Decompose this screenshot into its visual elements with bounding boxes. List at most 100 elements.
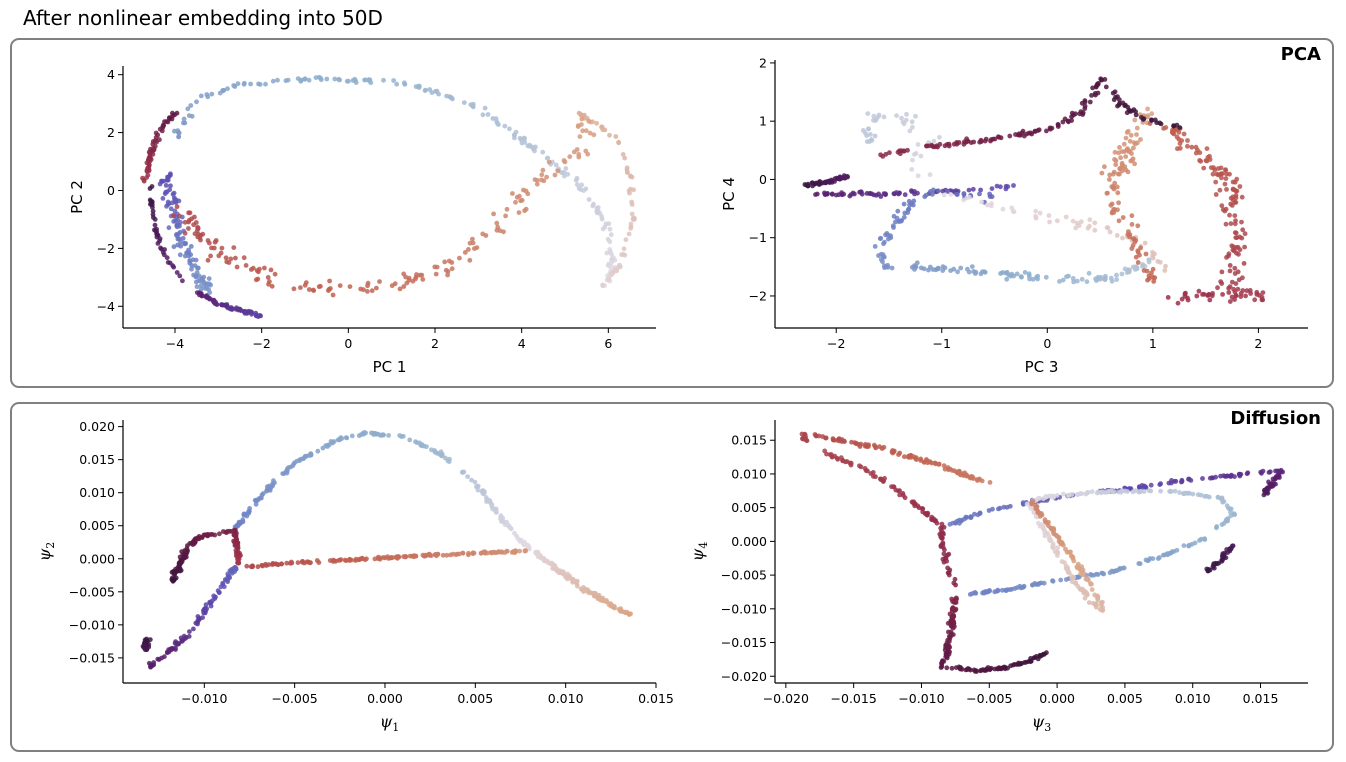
data-point: [1230, 179, 1236, 185]
data-point: [194, 228, 200, 233]
data-point: [1109, 184, 1115, 190]
data-point: [1068, 549, 1073, 555]
y-tick-label: 4: [107, 67, 115, 82]
data-point: [187, 629, 192, 634]
data-point: [1071, 574, 1077, 580]
data-point: [953, 582, 958, 588]
data-point: [941, 524, 947, 530]
y-tick-label: 0.000: [79, 551, 115, 566]
data-point: [1179, 296, 1185, 302]
data-point: [466, 552, 471, 558]
data-point: [1095, 594, 1101, 600]
data-point: [146, 168, 152, 174]
data-point: [544, 155, 550, 161]
x-tick-label: −2: [827, 336, 845, 351]
data-point: [1031, 655, 1037, 661]
data-point: [487, 498, 492, 503]
data-point: [149, 148, 155, 154]
data-point: [183, 552, 189, 557]
data-point: [205, 257, 211, 263]
data-point: [188, 103, 194, 108]
data-point: [404, 280, 410, 286]
data-point: [201, 610, 207, 616]
data-point: [1073, 225, 1079, 231]
data-point: [1133, 488, 1139, 494]
data-point: [594, 120, 599, 126]
data-point: [1150, 266, 1156, 272]
data-point: [552, 172, 558, 178]
data-point: [328, 439, 334, 444]
data-point: [475, 487, 481, 493]
data-point: [1085, 490, 1091, 495]
data-point: [1102, 277, 1108, 282]
data-point: [1225, 473, 1230, 479]
data-point: [932, 460, 938, 466]
data-point: [260, 491, 266, 496]
data-point: [956, 140, 962, 145]
data-point: [903, 117, 909, 123]
data-point: [579, 116, 585, 122]
data-point: [1099, 170, 1105, 176]
data-point: [978, 187, 983, 193]
data-point: [1252, 297, 1258, 303]
data-point: [631, 187, 636, 193]
data-point: [624, 169, 630, 175]
data-point: [1119, 162, 1125, 168]
data-point: [1118, 155, 1123, 161]
data-point: [153, 228, 158, 234]
data-point: [928, 189, 933, 194]
data-point: [263, 561, 268, 567]
data-point: [988, 203, 994, 209]
data-point: [1116, 200, 1121, 206]
data-point: [243, 263, 249, 268]
data-point: [403, 554, 409, 559]
data-point: [1212, 167, 1218, 173]
data-point: [371, 432, 377, 437]
data-point: [948, 192, 954, 197]
data-point: [172, 208, 178, 214]
data-point: [152, 222, 158, 228]
data-point: [191, 626, 196, 632]
data-point: [940, 268, 946, 273]
data-point: [604, 250, 610, 256]
data-point: [1055, 550, 1061, 556]
data-point: [295, 560, 301, 565]
data-point: [629, 174, 635, 180]
data-point: [434, 88, 440, 94]
data-point: [1023, 659, 1029, 665]
y-tick-label: −2: [97, 241, 115, 256]
data-point: [1226, 290, 1232, 295]
data-point: [1270, 483, 1276, 489]
data-point: [270, 483, 276, 489]
data-point: [1120, 235, 1125, 241]
data-point: [940, 541, 946, 547]
data-point: [1223, 176, 1229, 182]
data-point: [235, 523, 241, 528]
data-point: [1227, 268, 1233, 274]
data-point: [1229, 472, 1234, 478]
data-point: [978, 271, 984, 277]
data-point: [1019, 661, 1024, 666]
y-tick-label: −0.020: [721, 669, 767, 684]
data-point: [361, 430, 367, 435]
data-point: [567, 154, 573, 160]
data-point: [1219, 269, 1225, 275]
data-point: [987, 194, 993, 200]
data-point: [1145, 106, 1150, 112]
data-point: [874, 192, 879, 198]
data-point: [192, 214, 197, 220]
data-point: [1149, 117, 1154, 123]
data-point: [1088, 580, 1093, 586]
data-point: [1124, 147, 1130, 153]
data-point: [805, 181, 811, 187]
data-point: [233, 553, 239, 559]
data-point: [1033, 208, 1039, 214]
data-point: [503, 213, 508, 219]
x-tick-label: −4: [166, 336, 184, 351]
data-point: [225, 575, 231, 581]
data-point: [945, 465, 951, 470]
data-point: [828, 452, 834, 457]
data-point: [580, 128, 585, 134]
data-point: [1196, 288, 1202, 294]
data-point: [146, 158, 151, 164]
